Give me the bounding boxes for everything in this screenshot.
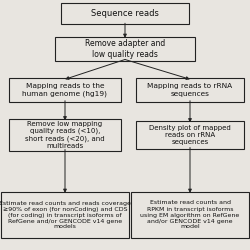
FancyBboxPatch shape xyxy=(9,120,121,150)
Text: Sequence reads: Sequence reads xyxy=(91,9,159,18)
FancyBboxPatch shape xyxy=(136,78,244,102)
Text: Estimate read counts and
RPKM in transcript isoforms
using EM algorithm on RefGe: Estimate read counts and RPKM in transcr… xyxy=(140,200,239,230)
FancyBboxPatch shape xyxy=(9,78,121,102)
FancyBboxPatch shape xyxy=(131,192,249,238)
Text: Mapping reads to the
human genome (hg19): Mapping reads to the human genome (hg19) xyxy=(22,83,107,97)
Text: Remove low mapping
quality reads (<10),
short reads (<20), and
multireads: Remove low mapping quality reads (<10), … xyxy=(25,121,105,149)
Text: Density plot of mapped
reads on rRNA
sequences: Density plot of mapped reads on rRNA seq… xyxy=(149,125,231,145)
FancyBboxPatch shape xyxy=(55,37,195,60)
Text: Mapping reads to rRNA
sequences: Mapping reads to rRNA sequences xyxy=(148,84,232,96)
Text: Estimate read counts and reads coverage
≥90% of exon (for nonCoding) and CDS
(fo: Estimate read counts and reads coverage … xyxy=(0,200,131,230)
FancyBboxPatch shape xyxy=(61,3,189,24)
FancyBboxPatch shape xyxy=(136,121,244,149)
Text: Remove adapter and
low quality reads: Remove adapter and low quality reads xyxy=(85,39,165,58)
FancyBboxPatch shape xyxy=(1,192,129,238)
